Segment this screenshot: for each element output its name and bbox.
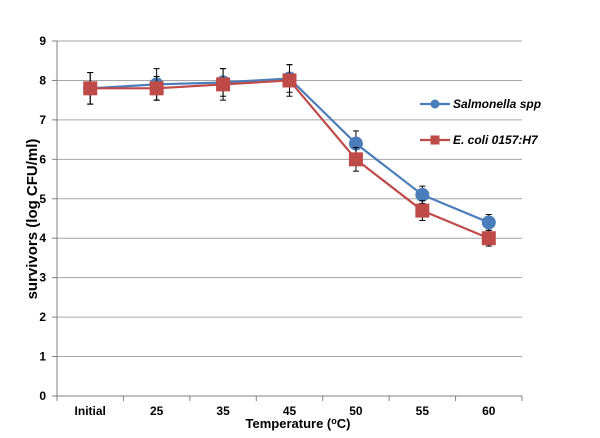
axes — [52, 40, 523, 401]
y-tick-label: 7 — [39, 113, 46, 127]
x-tick-labels: Initial 25 35 45 50 55 60 — [75, 404, 496, 418]
data-point — [282, 73, 297, 88]
data-point — [216, 77, 231, 92]
x-tick-label: 35 — [216, 404, 230, 418]
y-tick-label: 0 — [39, 389, 46, 403]
legend-marker — [430, 99, 440, 109]
legend-marker — [430, 135, 440, 145]
data-point — [481, 231, 496, 246]
y-tick-label: 6 — [39, 152, 46, 166]
legend-label: E. coli 0157:H7 — [453, 133, 539, 147]
y-tick-label: 1 — [39, 350, 46, 364]
y-axis-title: survivors (log CFU/ml) — [24, 139, 41, 300]
y-tick-label: 4 — [39, 231, 46, 245]
y-tick-label: 2 — [39, 310, 46, 324]
x-tick-label: 60 — [482, 404, 496, 418]
data-point — [83, 81, 98, 96]
data-point — [415, 203, 430, 218]
x-tick-label: 55 — [416, 404, 430, 418]
y-tick-labels: 0 1 2 3 4 5 6 7 8 9 — [39, 34, 46, 403]
x-tick-label: Initial — [75, 404, 106, 418]
x-tick-label: 50 — [349, 404, 363, 418]
series-line — [90, 77, 490, 224]
data-point — [481, 215, 496, 230]
grid-lines — [57, 40, 522, 358]
data-point — [348, 152, 363, 167]
legend-label: Salmonella spp — [453, 97, 541, 111]
y-tick-label: 8 — [39, 73, 46, 87]
data-point — [348, 136, 363, 151]
legend-item: Salmonella spp — [420, 97, 541, 111]
degree-superscript: o — [331, 416, 337, 426]
legend-item: E. coli 0157:H7 — [420, 133, 539, 147]
data-point — [415, 187, 430, 202]
y-tick-label: 9 — [39, 34, 46, 48]
data-point — [149, 81, 164, 96]
y-tick-label: 5 — [39, 192, 46, 206]
x-axis-title: Temperature (oC) — [246, 416, 351, 431]
x-tick-label: 45 — [283, 404, 297, 418]
series-1 — [83, 64, 496, 247]
data-series — [83, 64, 496, 247]
x-tick-label: 25 — [150, 404, 164, 418]
y-tick-label: 3 — [39, 271, 46, 285]
legend: Salmonella spp E. coli 0157:H7 — [420, 97, 541, 147]
